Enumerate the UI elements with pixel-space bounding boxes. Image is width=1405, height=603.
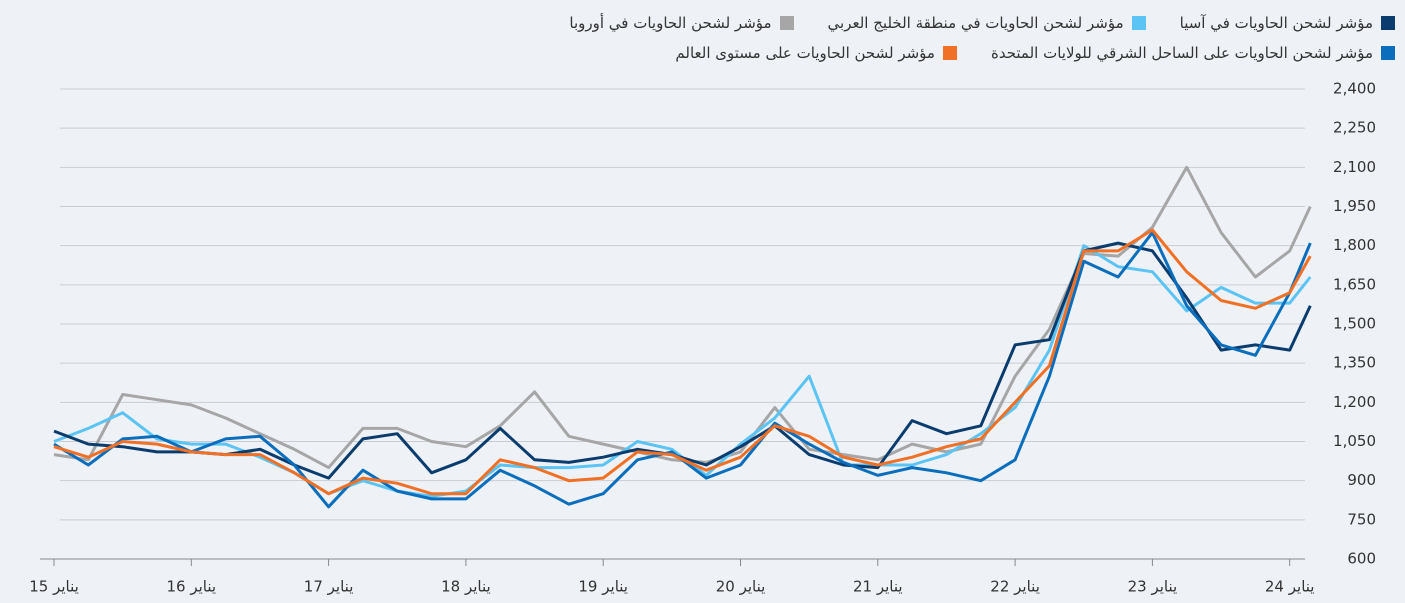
legend-label: مؤشر لشحن الحاويات على الساحل الشرقي للو… <box>990 44 1373 62</box>
legend: مؤشر لشحن الحاويات في آسيا مؤشر لشحن الحا… <box>395 8 1395 68</box>
y-tick-label: 1,950 <box>1333 197 1376 215</box>
series-line <box>53 241 1312 480</box>
legend-row: مؤشر لشحن الحاويات في آسيا مؤشر لشحن الحا… <box>395 8 1395 38</box>
series-line <box>53 228 1312 496</box>
y-tick-label: 900 <box>1347 471 1376 489</box>
x-tick-label: 23 يناير <box>1128 578 1178 596</box>
legend-item: مؤشر لشحن الحاويات على مستوى العالم <box>675 44 957 62</box>
legend-swatch <box>779 16 794 30</box>
y-tick-label: 1,800 <box>1333 236 1376 254</box>
y-tick-label: 1,350 <box>1333 354 1376 372</box>
legend-row: مؤشر لشحن الحاويات على الساحل الشرقي للو… <box>395 38 1395 68</box>
x-tick-label: 21 يناير <box>853 578 903 596</box>
x-tick-label: 16 يناير <box>167 578 217 596</box>
x-tick-label: 17 يناير <box>304 578 354 596</box>
legend-label: مؤشر لشحن الحاويات في أوروبا <box>569 14 772 32</box>
legend-swatch <box>1381 46 1395 60</box>
legend-swatch <box>942 46 957 60</box>
y-tick-label: 1,050 <box>1333 432 1376 450</box>
y-tick-label: 750 <box>1347 510 1376 528</box>
x-tick-label: 20 يناير <box>716 578 766 596</box>
y-tick-label: 2,100 <box>1333 158 1376 176</box>
x-tick-label: 19 يناير <box>578 578 628 596</box>
y-tick-label: 1,650 <box>1333 275 1376 293</box>
legend-label: مؤشر لشحن الحاويات على مستوى العالم <box>675 44 935 62</box>
legend-label: مؤشر لشحن الحاويات في آسيا <box>1179 14 1373 32</box>
legend-item: مؤشر لشحن الحاويات في أوروبا <box>569 14 794 32</box>
legend-item: مؤشر لشحن الحاويات في آسيا <box>1180 14 1395 32</box>
y-tick-label: 2,250 <box>1333 119 1376 137</box>
legend-swatch <box>1131 16 1146 30</box>
legend-item: مؤشر لشحن الحاويات على الساحل الشرقي للو… <box>991 44 1395 62</box>
y-tick-label: 1,500 <box>1333 315 1376 333</box>
x-tick-label: 24 يناير <box>1265 578 1315 596</box>
legend-item: مؤشر لشحن الحاويات في منطقة الخليج العرب… <box>828 14 1146 32</box>
x-tick-label: 22 يناير <box>990 578 1040 596</box>
y-tick-label: 2,400 <box>1333 80 1376 98</box>
y-tick-label: 1,200 <box>1333 393 1376 411</box>
legend-swatch <box>1381 16 1395 30</box>
series-line <box>53 165 1312 470</box>
series-line <box>53 231 1312 509</box>
x-tick-label: 18 يناير <box>441 578 491 596</box>
legend-label: مؤشر لشحن الحاويات في منطقة الخليج العرب… <box>827 14 1124 32</box>
x-tick-label: 15 يناير <box>29 578 79 596</box>
y-tick-label: 600 <box>1347 550 1376 568</box>
